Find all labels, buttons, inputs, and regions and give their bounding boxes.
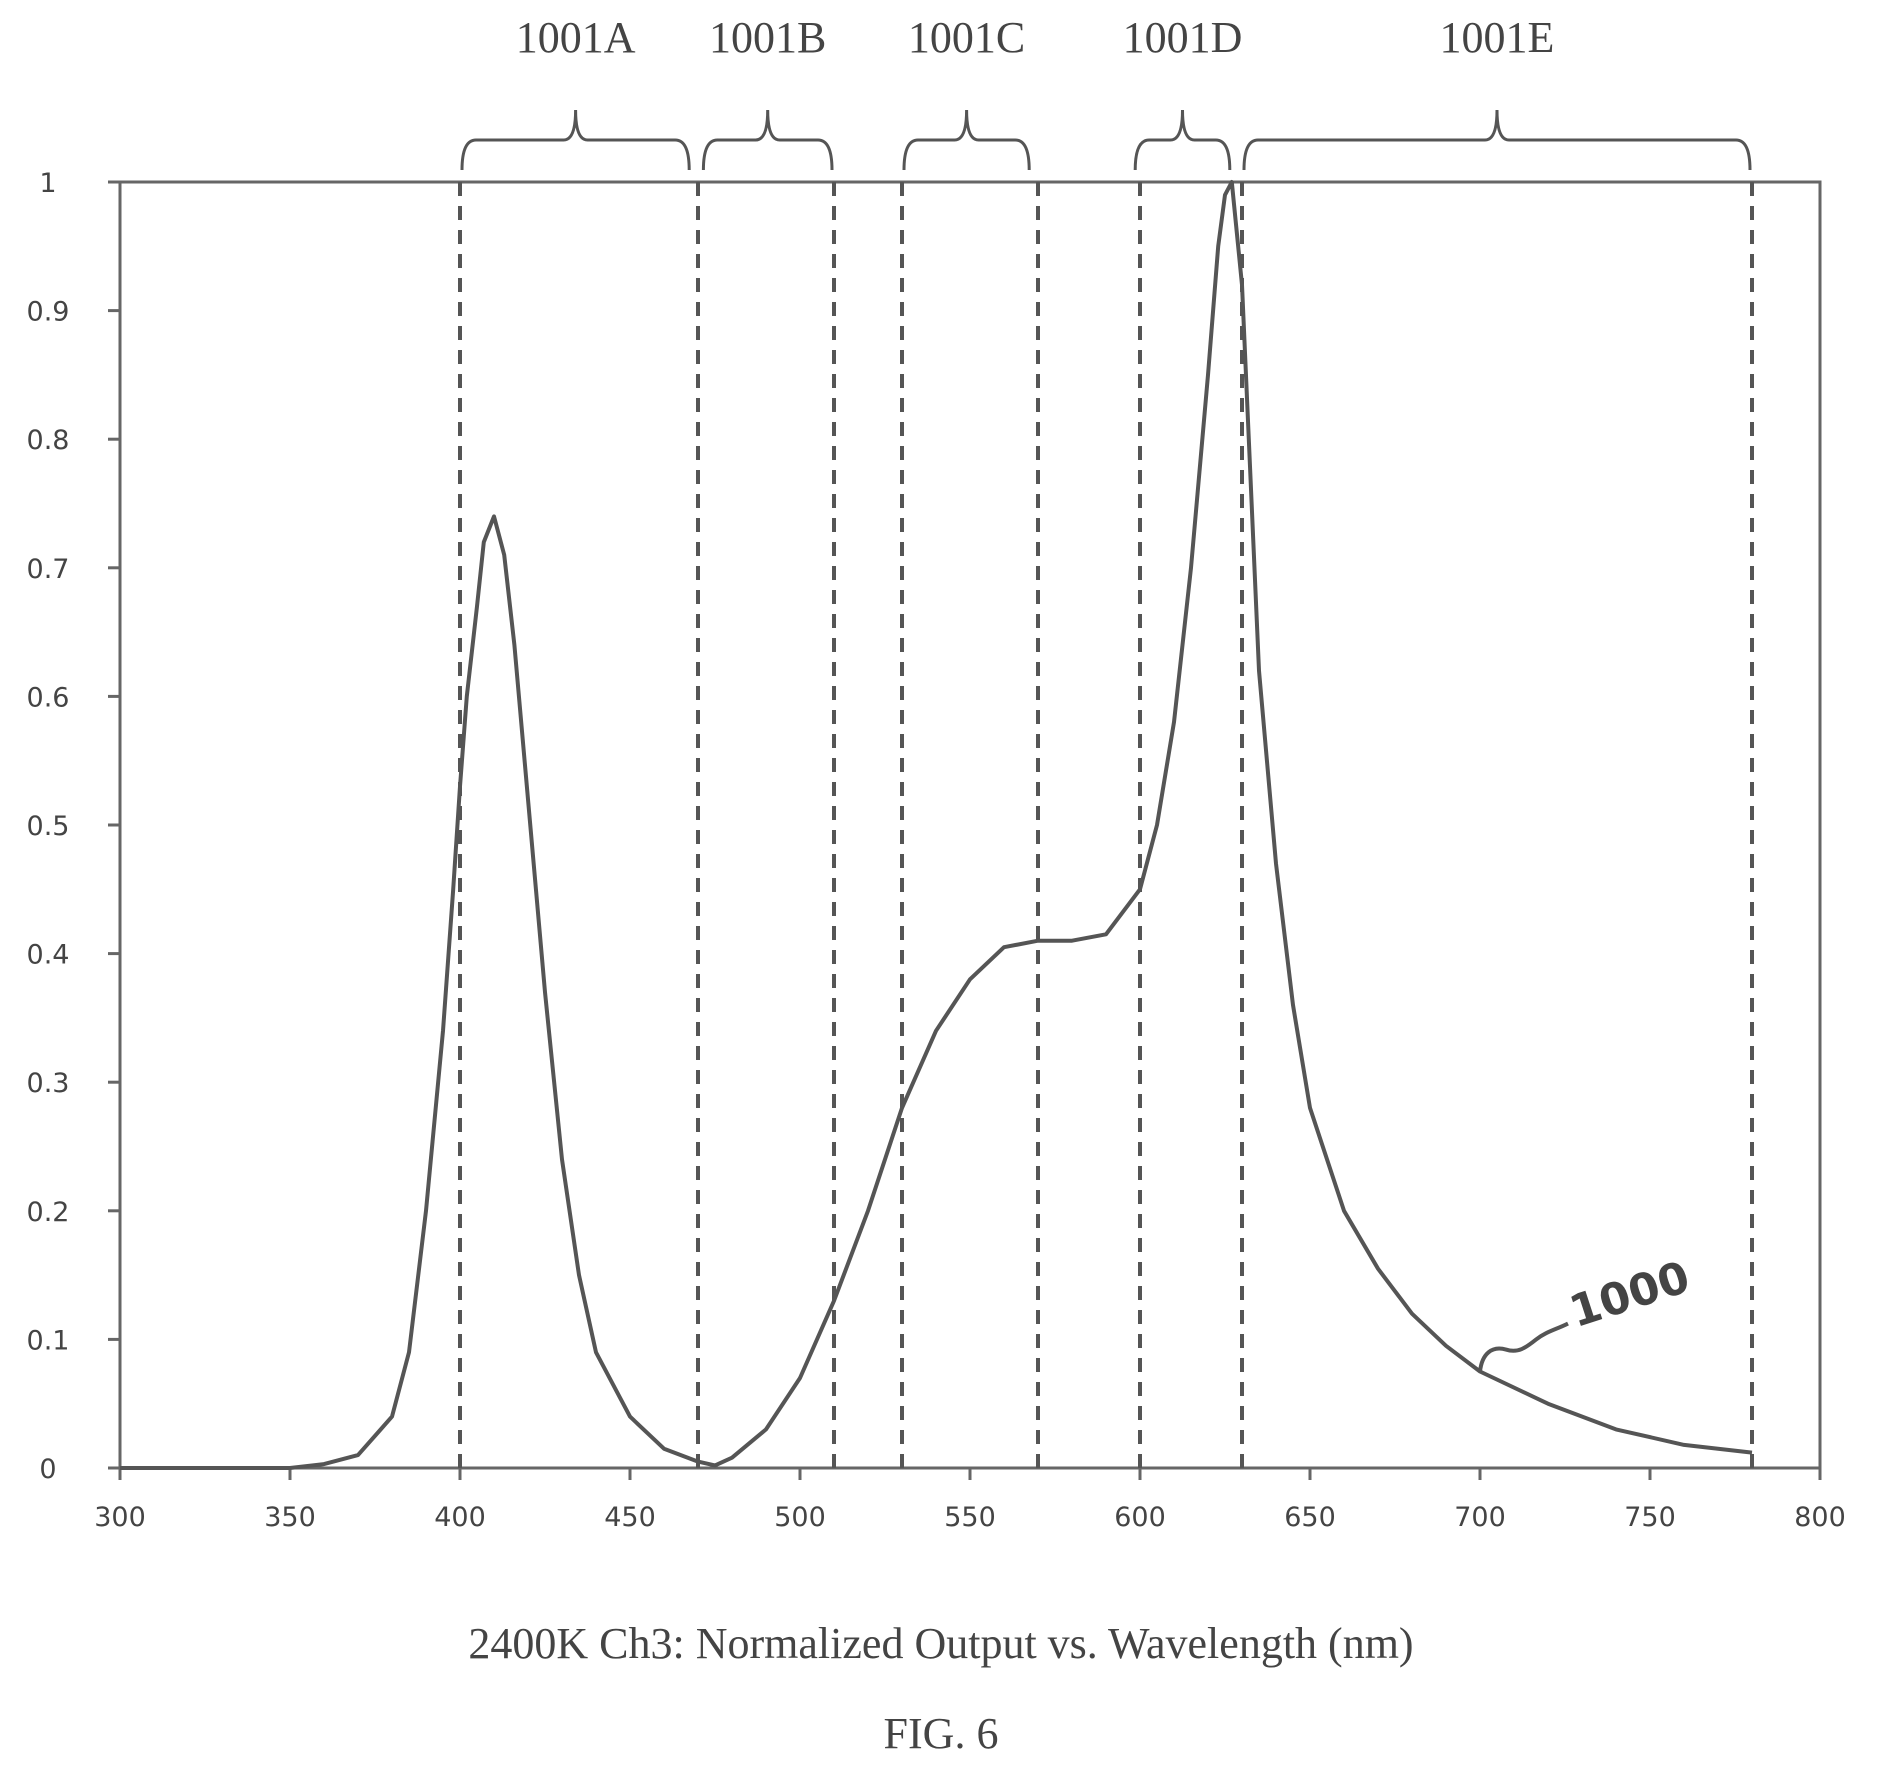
- y-tick-label: 0.6: [27, 682, 70, 713]
- figure-label: FIG. 6: [884, 1709, 999, 1758]
- band-label: 1001D: [1123, 13, 1243, 62]
- band-braces: 1001A 1001B 1001C 1001D 1001E: [460, 13, 1752, 171]
- band-label: 1001B: [709, 13, 826, 62]
- x-tick-label: 500: [774, 1502, 826, 1533]
- y-tick-label: 0.5: [27, 811, 70, 842]
- band-brace: [902, 109, 1031, 171]
- y-tick-label: 0.7: [27, 554, 70, 585]
- y-tick-label: 1: [39, 168, 56, 199]
- y-tick-label: 0.8: [27, 425, 70, 456]
- band-brace: [460, 109, 691, 171]
- x-tick-label: 450: [604, 1502, 656, 1533]
- band-brace: [701, 109, 834, 171]
- y-tick-label: 0.2: [27, 1197, 70, 1228]
- x-tick-label: 550: [944, 1502, 996, 1533]
- y-axis: 0 0.1 0.2 0.3 0.4 0.5 0.6 0.7 0.8 0.9 1: [27, 168, 120, 1485]
- band-marker-lines: [458, 182, 1754, 1468]
- x-tick-label: 600: [1114, 1502, 1166, 1533]
- x-tick-label: 650: [1284, 1502, 1336, 1533]
- x-tick-label: 300: [94, 1502, 146, 1533]
- y-tick-label: 0.9: [27, 297, 70, 328]
- spectrum-line: [120, 180, 1753, 1470]
- x-axis: 300 350 400 450 500 550 600 650 700 750 800: [94, 1468, 1846, 1533]
- x-tick-label: 400: [434, 1502, 486, 1533]
- reference-numeral: 1000: [1564, 1252, 1696, 1338]
- y-tick-label: 0.1: [27, 1325, 70, 1356]
- band-brace: [1242, 109, 1752, 171]
- series-layer: [120, 180, 1753, 1470]
- x-tick-label: 800: [1794, 1502, 1846, 1533]
- chart-caption: 2400K Ch3: Normalized Output vs. Wavelen…: [468, 1619, 1413, 1668]
- x-tick-label: 700: [1454, 1502, 1506, 1533]
- band-label: 1001C: [908, 13, 1025, 62]
- band-label: 1001E: [1440, 13, 1555, 62]
- band-brace: [1133, 109, 1232, 171]
- x-tick-label: 750: [1624, 1502, 1676, 1533]
- x-tick-label: 350: [264, 1502, 316, 1533]
- plot-frame: [118, 180, 1822, 1470]
- y-tick-label: 0.4: [27, 940, 70, 971]
- band-label: 1001A: [516, 13, 636, 62]
- curve-reference: 1000: [1478, 1252, 1696, 1372]
- reference-leader: [1478, 1321, 1569, 1372]
- y-tick-label: 0.3: [27, 1068, 70, 1099]
- y-tick-label: 0: [39, 1454, 56, 1485]
